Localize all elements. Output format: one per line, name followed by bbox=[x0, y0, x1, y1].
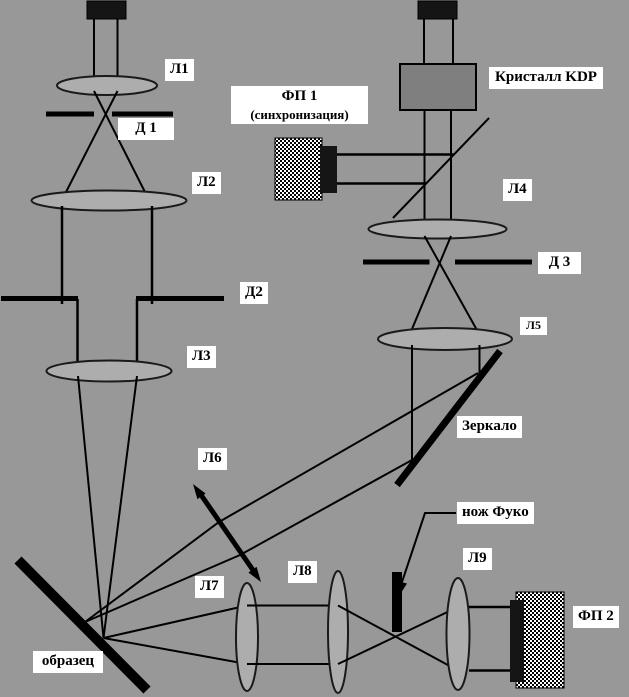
label-photodetector-PD2: ФП 2 bbox=[573, 606, 619, 628]
lens-L6-arrowhead-up-icon bbox=[193, 484, 206, 500]
lens-L6-arrowhead-down-icon bbox=[248, 566, 261, 582]
ray-L8-cross-b bbox=[337, 606, 459, 665]
label-mirror: Зеркало bbox=[457, 416, 522, 438]
label-foucault-knife: нож Фуко bbox=[457, 502, 534, 524]
kdp-crystal bbox=[399, 63, 477, 111]
label-lens-L8: Л8 bbox=[288, 561, 317, 583]
beamsplitter-plate bbox=[392, 117, 490, 219]
label-kdp-crystal: Кристалл KDP bbox=[489, 67, 603, 89]
lens-L2 bbox=[30, 189, 188, 212]
ray-sample-L7-b bbox=[103, 637, 248, 665]
photodetector-PD1-body bbox=[274, 137, 323, 201]
right-beam-branch bbox=[84, 0, 532, 623]
label-lens-L4: Л4 bbox=[503, 179, 532, 201]
ray-L8-cross-a bbox=[337, 604, 459, 672]
label-lens-L5: Л5 bbox=[520, 317, 547, 335]
ray-L1-cross-a bbox=[93, 90, 150, 201]
foucault-knife-pointer bbox=[400, 512, 456, 586]
ray-L3-focus-a bbox=[77, 375, 105, 639]
label-lens-L6: Л6 bbox=[198, 448, 227, 470]
ray-L1-cross-b bbox=[63, 90, 119, 197]
sample-plate bbox=[14, 556, 151, 694]
label-lens-L7: Л7 bbox=[195, 576, 224, 598]
ray-L3-focus-b bbox=[102, 375, 138, 639]
label-aperture-D3: Д 3 bbox=[538, 252, 581, 274]
label-sample: образец bbox=[33, 651, 103, 673]
lens-L6-shaft bbox=[196, 490, 258, 575]
laser-source-right bbox=[417, 0, 458, 20]
label-lens-L3: Л3 bbox=[187, 346, 216, 368]
label-aperture-D1: Д 1 bbox=[118, 118, 174, 140]
label-pd1-subtitle: (синхронизация) bbox=[250, 106, 349, 122]
label-aperture-D2: Д2 bbox=[240, 282, 268, 304]
photodetector-PD1-window bbox=[320, 146, 337, 193]
lens-L1 bbox=[56, 75, 158, 96]
lens-L7 bbox=[235, 582, 259, 692]
label-lens-L9: Л9 bbox=[463, 548, 492, 570]
ray-L4-cross-b bbox=[411, 235, 452, 330]
lens-L4 bbox=[367, 218, 508, 240]
mirror-plate bbox=[394, 348, 503, 488]
ray-sample-L7-a bbox=[103, 604, 248, 639]
label-lens-L1: Л1 bbox=[165, 59, 194, 81]
label-photodetector-PD1: ФП 1 (синхронизация) bbox=[231, 86, 368, 125]
lens-L5 bbox=[377, 327, 513, 351]
label-pd1-title: ФП 1 bbox=[281, 88, 318, 104]
lens-L3 bbox=[45, 359, 173, 383]
lens-L9 bbox=[445, 577, 471, 691]
laser-source-left bbox=[86, 0, 127, 20]
left-beam-branch bbox=[1, 0, 224, 694]
relay-branch bbox=[103, 512, 565, 694]
photodetector-PD2-window bbox=[510, 600, 524, 682]
lens-L6-arrow bbox=[193, 484, 261, 582]
foucault-pointer-arrowhead-icon bbox=[396, 581, 407, 596]
lens-L8 bbox=[327, 570, 349, 694]
ray-L4-cross-a bbox=[423, 235, 479, 333]
reflected-ray-a bbox=[84, 372, 479, 623]
label-lens-L2: Л2 bbox=[192, 172, 221, 194]
foucault-knife-blade bbox=[392, 572, 402, 632]
